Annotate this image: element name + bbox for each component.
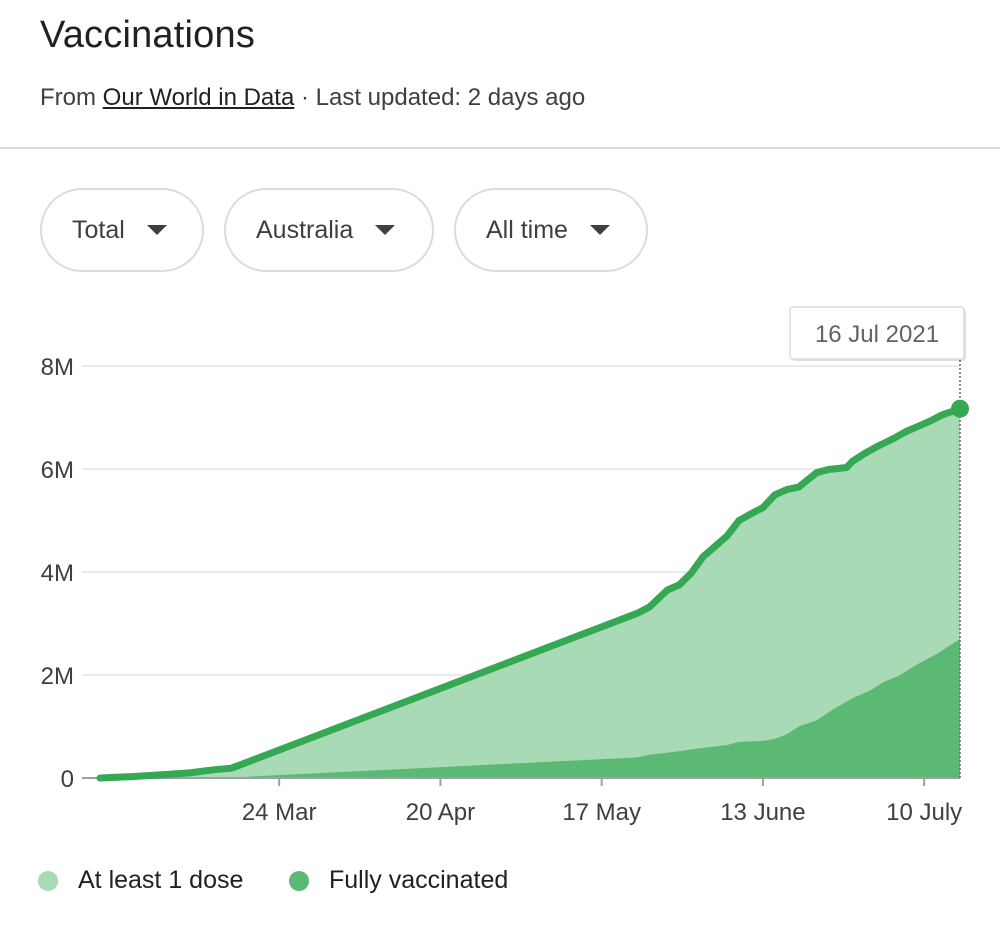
source-prefix: From: [40, 84, 103, 111]
data-point-end: [951, 399, 969, 418]
series-area-fully-vaccinated: [100, 638, 960, 778]
source-line: From Our World in Data · Last updated: 2…: [40, 84, 585, 112]
vaccinations-chart[interactable]: 0 2M 4M 6M 8M 24 Mar 20 Apr 17 May 13 June 10 Jul…: [0, 290, 1000, 850]
source-link[interactable]: Our World in Data: [102, 84, 295, 111]
last-updated: · Last updated: 2 days ago: [294, 84, 586, 111]
series-area-first-dose: [100, 408, 960, 778]
location-dropdown[interactable]: Australia: [224, 188, 434, 272]
legend-swatch: [289, 870, 309, 891]
legend-label: Fully vaccinated: [329, 866, 509, 894]
x-tick-label: 10 July: [886, 799, 962, 826]
y-tick-label: 6M: [41, 457, 74, 484]
x-tick-label: 13 June: [720, 799, 805, 826]
caret-down-icon: [375, 225, 396, 235]
legend-swatch: [38, 870, 58, 891]
x-tick-label: 17 May: [562, 799, 641, 826]
date-tooltip: 16 Jul 2021: [789, 306, 966, 361]
time-range-dropdown[interactable]: All time: [454, 188, 648, 272]
page-title: Vaccinations: [40, 14, 256, 56]
y-tick-label: 2M: [41, 663, 74, 690]
metric-dropdown[interactable]: Total: [40, 188, 204, 272]
legend-label: At least 1 dose: [78, 866, 244, 894]
y-tick-label: 4M: [41, 560, 74, 587]
x-tick-label: 24 Mar: [242, 799, 317, 826]
y-tick-label: 8M: [41, 354, 74, 381]
legend-item-first-dose: At least 1 dose: [38, 866, 243, 895]
metric-dropdown-label: Total: [72, 215, 125, 244]
x-tick-label: 20 Apr: [406, 799, 475, 826]
location-dropdown-label: Australia: [256, 215, 354, 244]
series-line-first-dose: [96, 405, 964, 782]
caret-down-icon: [146, 225, 167, 235]
legend-item-fully-vaccinated: Fully vaccinated: [289, 866, 508, 895]
tooltip-box: [789, 306, 965, 360]
header-divider: [0, 147, 1000, 149]
caret-down-icon: [589, 225, 610, 235]
y-tick-label: 0: [61, 766, 74, 793]
tooltip-date: 16 Jul 2021: [815, 321, 939, 348]
time-range-dropdown-label: All time: [486, 215, 568, 244]
